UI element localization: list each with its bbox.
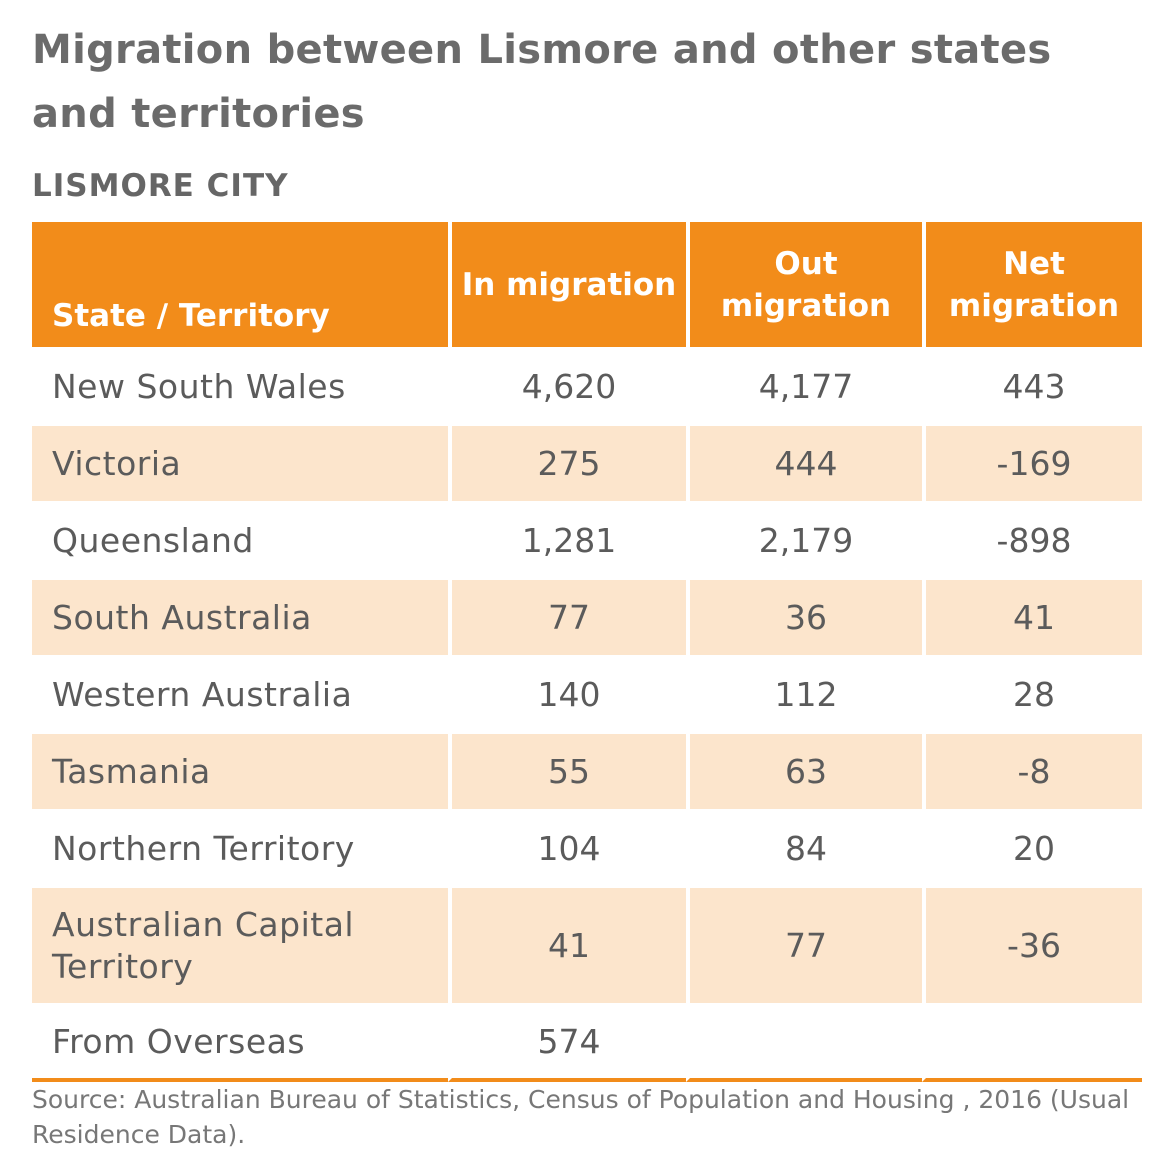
chart-title: Migration between Lismore and other stat… [32,27,1052,137]
cell-net: 20 [922,809,1142,886]
cell-net [922,1003,1142,1082]
cell-net: 41 [922,578,1142,655]
cell-in: 41 [448,886,686,1003]
cell-in: 104 [448,809,686,886]
cell-net: -169 [922,424,1142,501]
chart-subtitle: LISMORE CITY [32,168,289,204]
cell-net: 28 [922,655,1142,732]
cell-in: 1,281 [448,501,686,578]
table-row: New South Wales 4,620 4,177 443 [32,347,1142,424]
table-header-row: State / Territory In migration Out migra… [32,222,1142,347]
cell-out: 63 [686,732,922,809]
cell-state: Australian Capital Territory [32,886,448,1003]
table-row: Queensland 1,281 2,179 -898 [32,501,1142,578]
cell-in: 140 [448,655,686,732]
table-row: Tasmania 55 63 -8 [32,732,1142,809]
cell-state: South Australia [32,578,448,655]
header-state: State / Territory [32,222,448,347]
cell-out: 2,179 [686,501,922,578]
cell-out [686,1003,922,1082]
cell-net: -8 [922,732,1142,809]
cell-state: From Overseas [32,1003,448,1082]
cell-out: 4,177 [686,347,922,424]
cell-out: 444 [686,424,922,501]
table-row: Australian Capital Territory 41 77 -36 [32,886,1142,1003]
cell-in: 275 [448,424,686,501]
cell-in: 55 [448,732,686,809]
cell-out: 112 [686,655,922,732]
table-row: South Australia 77 36 41 [32,578,1142,655]
source-note: Source: Australian Bureau of Statistics,… [32,1085,1130,1149]
cell-state: Tasmania [32,732,448,809]
header-in-migration: In migration [448,222,686,347]
cell-in: 4,620 [448,347,686,424]
table-row: From Overseas 574 [32,1003,1142,1082]
cell-state: Northern Territory [32,809,448,886]
table-row: Northern Territory 104 84 20 [32,809,1142,886]
cell-state: Victoria [32,424,448,501]
cell-net: 443 [922,347,1142,424]
cell-state: New South Wales [32,347,448,424]
migration-table: State / Territory In migration Out migra… [32,222,1142,1082]
cell-out: 36 [686,578,922,655]
table-row: Victoria 275 444 -169 [32,424,1142,501]
cell-in: 574 [448,1003,686,1082]
cell-out: 84 [686,809,922,886]
table-row: Western Australia 140 112 28 [32,655,1142,732]
cell-state: Western Australia [32,655,448,732]
header-out-migration: Out migration [686,222,922,347]
cell-out: 77 [686,886,922,1003]
cell-net: -36 [922,886,1142,1003]
cell-net: -898 [922,501,1142,578]
cell-state: Queensland [32,501,448,578]
cell-in: 77 [448,578,686,655]
header-net-migration: Net migration [922,222,1142,347]
